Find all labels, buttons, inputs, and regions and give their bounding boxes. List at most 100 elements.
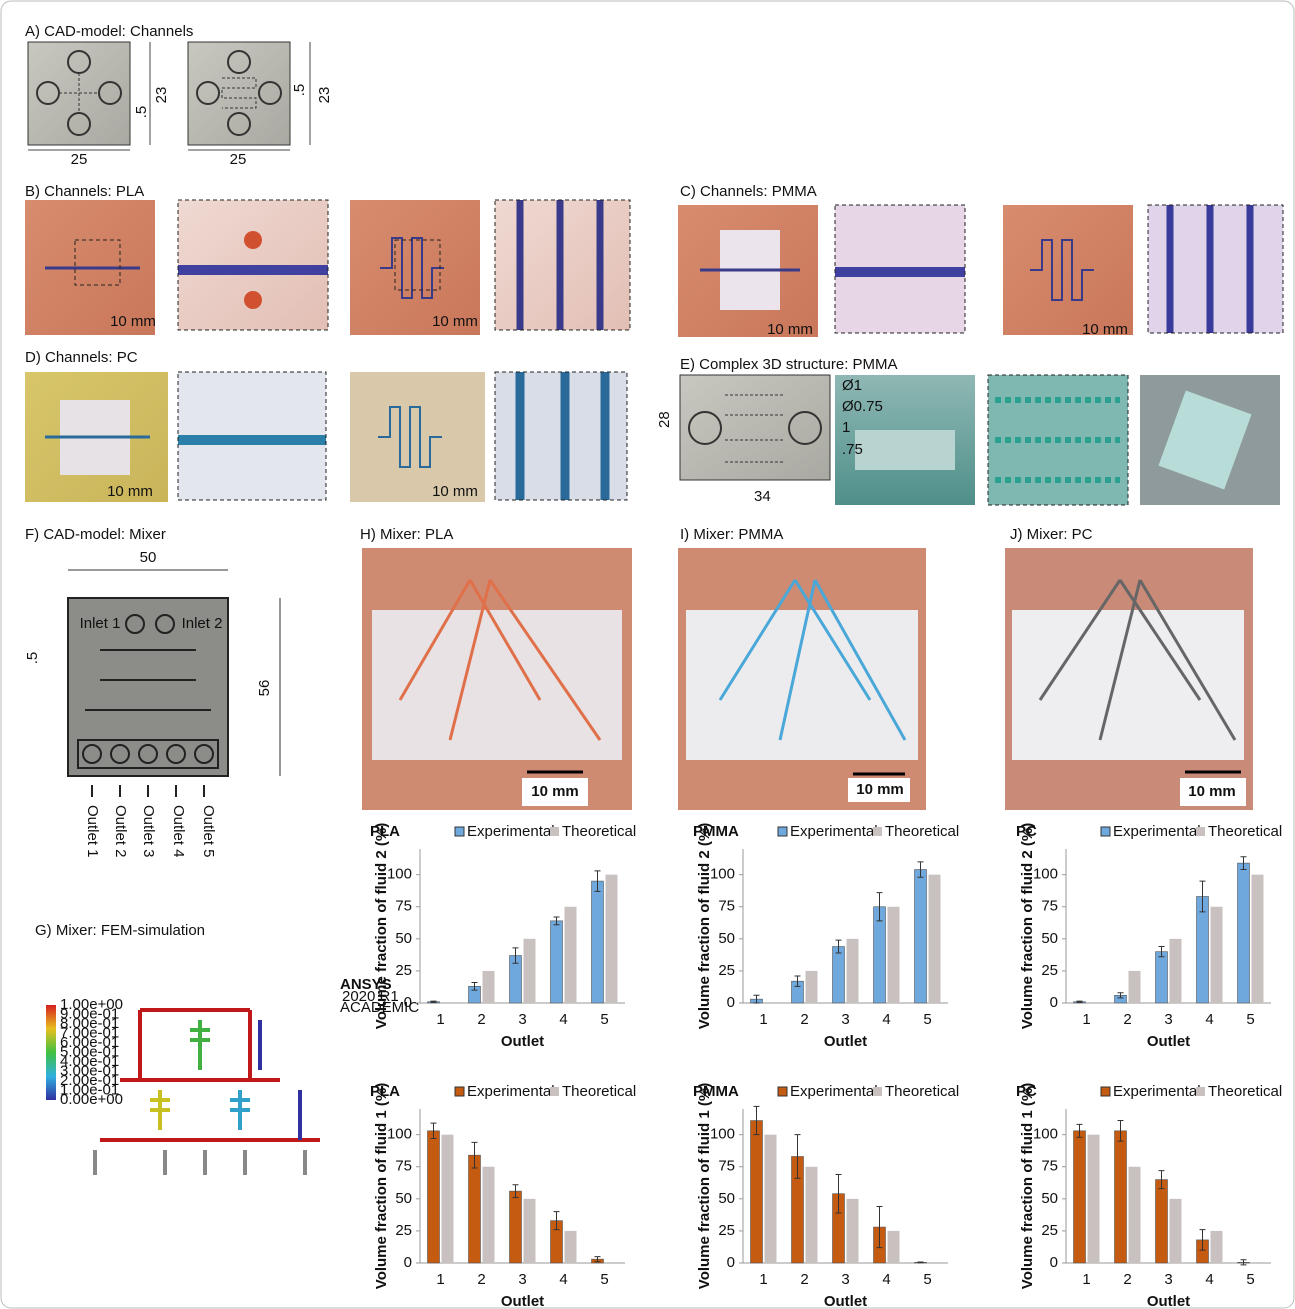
dimension: 1 <box>842 419 850 436</box>
y-axis-label: Volume fraction of fluid 1 (%) <box>373 1083 390 1289</box>
y-tick-label: 0 <box>727 994 735 1011</box>
legend-swatch <box>778 827 787 836</box>
legend-swatch <box>455 827 464 836</box>
y-tick-label: 100 <box>710 866 735 883</box>
bar <box>1238 863 1250 1003</box>
y-tick-label: 100 <box>710 1126 735 1143</box>
x-axis-label: Outlet <box>501 1033 544 1050</box>
y-axis-label: Volume fraction of fluid 2 (%) <box>373 823 390 1029</box>
panel-title: C) Channels: PMMA <box>680 183 817 200</box>
x-axis-label: Outlet <box>1147 1033 1190 1050</box>
y-tick-label: 25 <box>1041 1222 1058 1239</box>
bar <box>565 1231 577 1263</box>
y-tick-label: 50 <box>395 1190 412 1207</box>
x-tick-label: 2 <box>477 1011 485 1028</box>
bar <box>1170 939 1182 1003</box>
dimension: 56 <box>256 680 273 697</box>
x-tick-label: 3 <box>1164 1271 1172 1288</box>
y-tick-label: 0 <box>727 1254 735 1271</box>
x-tick-label: 4 <box>1205 1011 1213 1028</box>
legend-label: Experimental <box>467 823 555 840</box>
legend-swatch <box>1101 1087 1110 1096</box>
y-tick-label: 25 <box>718 962 735 979</box>
dimension: 23 <box>153 87 170 104</box>
y-tick-label: 50 <box>718 930 735 947</box>
bar <box>1129 971 1141 1003</box>
bar <box>1156 952 1168 1003</box>
bar <box>592 881 604 1003</box>
dimension: 50 <box>140 549 157 566</box>
bar <box>551 921 563 1003</box>
bar <box>1129 1167 1141 1263</box>
y-tick-label: 25 <box>395 1222 412 1239</box>
panel-title: A) CAD-model: Channels <box>25 23 193 40</box>
bar <box>483 1167 495 1263</box>
dimension: 34 <box>754 488 771 505</box>
bar <box>524 1199 536 1263</box>
legend-label: Theoretical <box>562 1083 636 1100</box>
y-tick-label: 100 <box>1033 1126 1058 1143</box>
panel-title: E) Complex 3D structure: PMMA <box>680 356 898 373</box>
colorbar-label: 0.00e+00 <box>60 1091 123 1108</box>
panel-title: F) CAD-model: Mixer <box>25 526 166 543</box>
bar <box>524 939 536 1003</box>
bar <box>1197 896 1209 1003</box>
x-tick-label: 2 <box>1123 1011 1131 1028</box>
bar <box>1074 1131 1086 1263</box>
dimension: .5 <box>24 652 41 665</box>
y-tick-label: 25 <box>1041 962 1058 979</box>
legend-label: Theoretical <box>885 823 959 840</box>
x-tick-label: 4 <box>559 1011 567 1028</box>
inlet-label: Inlet 2 <box>182 615 223 632</box>
bar <box>1211 1231 1223 1263</box>
dimension: Ø0.75 <box>842 398 883 415</box>
x-tick-label: 3 <box>518 1011 526 1028</box>
x-tick-label: 1 <box>1082 1271 1090 1288</box>
y-tick-label: 25 <box>718 1222 735 1239</box>
x-tick-label: 1 <box>1082 1011 1090 1028</box>
legend-swatch <box>1196 1087 1205 1096</box>
dimension: 23 <box>316 87 333 104</box>
y-tick-label: 75 <box>395 898 412 915</box>
y-tick-label: 0 <box>1050 994 1058 1011</box>
x-tick-label: 2 <box>800 1011 808 1028</box>
scale-label: 10 mm <box>531 783 579 800</box>
bar <box>483 971 495 1003</box>
y-axis-label: Volume fraction of fluid 2 (%) <box>1019 823 1036 1029</box>
scale-label: 10 mm <box>107 483 153 500</box>
x-axis-label: Outlet <box>824 1293 867 1309</box>
x-tick-label: 2 <box>1123 1271 1131 1288</box>
x-tick-label: 1 <box>436 1011 444 1028</box>
outlet-label: Outlet 5 <box>200 805 217 858</box>
x-tick-label: 1 <box>759 1011 767 1028</box>
bar <box>806 1167 818 1263</box>
bar <box>806 971 818 1003</box>
legend-label: Experimental <box>790 1083 878 1100</box>
panel-title: J) Mixer: PC <box>1010 526 1093 543</box>
y-tick-label: 75 <box>395 1158 412 1175</box>
bar <box>1156 1180 1168 1263</box>
legend-swatch <box>873 827 882 836</box>
outlet-label: Outlet 1 <box>84 805 101 858</box>
y-tick-label: 75 <box>718 898 735 915</box>
dimension: .75 <box>842 441 863 458</box>
dimension: Ø1 <box>842 377 862 394</box>
x-axis-label: Outlet <box>824 1033 867 1050</box>
y-axis-label: Volume fraction of fluid 2 (%) <box>696 823 713 1029</box>
y-tick-label: 50 <box>1041 930 1058 947</box>
x-tick-label: 5 <box>923 1011 931 1028</box>
y-tick-label: 0 <box>404 1254 412 1271</box>
scale-label: 10 mm <box>1082 321 1128 338</box>
legend-label: Theoretical <box>1208 823 1282 840</box>
x-tick-label: 3 <box>841 1011 849 1028</box>
legend-label: Experimental <box>467 1083 555 1100</box>
dimension: 28 <box>656 411 673 428</box>
y-tick-label: 100 <box>1033 866 1058 883</box>
bar <box>888 907 900 1003</box>
x-axis-label: Outlet <box>1147 1293 1190 1309</box>
dimension: .5 <box>133 106 150 119</box>
y-tick-label: 50 <box>1041 1190 1058 1207</box>
bar <box>751 1121 763 1263</box>
y-tick-label: 25 <box>395 962 412 979</box>
panel-title: H) Mixer: PLA <box>360 526 453 543</box>
